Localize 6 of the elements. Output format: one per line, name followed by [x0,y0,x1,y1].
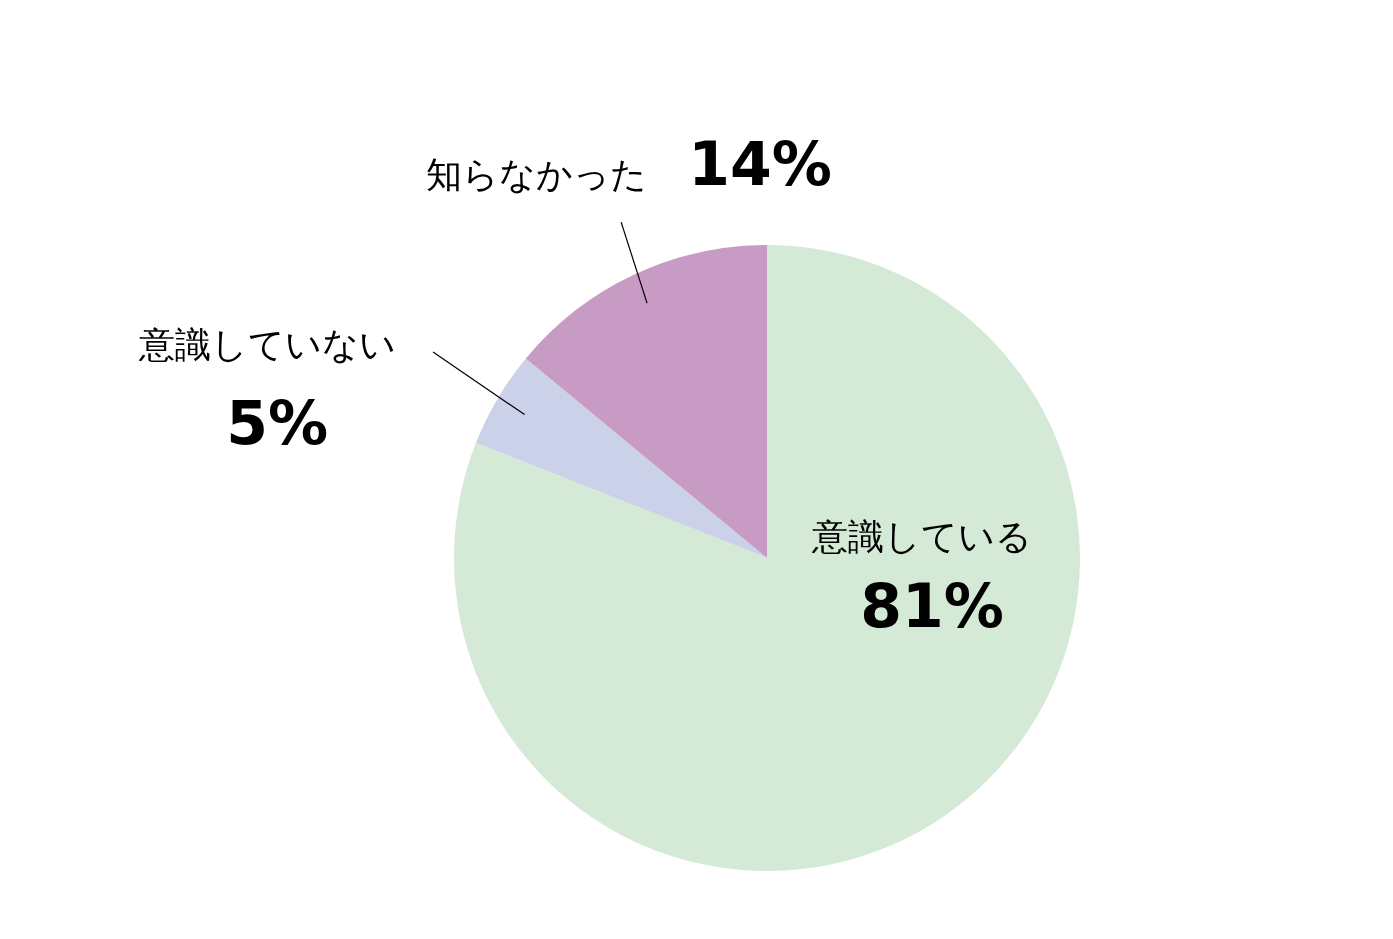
data-label: 81% [860,570,1004,641]
data-label: 14% [688,129,832,200]
slice-label: 意識していない [137,324,396,366]
data-label: 5% [226,387,329,458]
slice-label: 知らなかった [425,154,647,196]
slice-label: 意識している [810,516,1032,558]
